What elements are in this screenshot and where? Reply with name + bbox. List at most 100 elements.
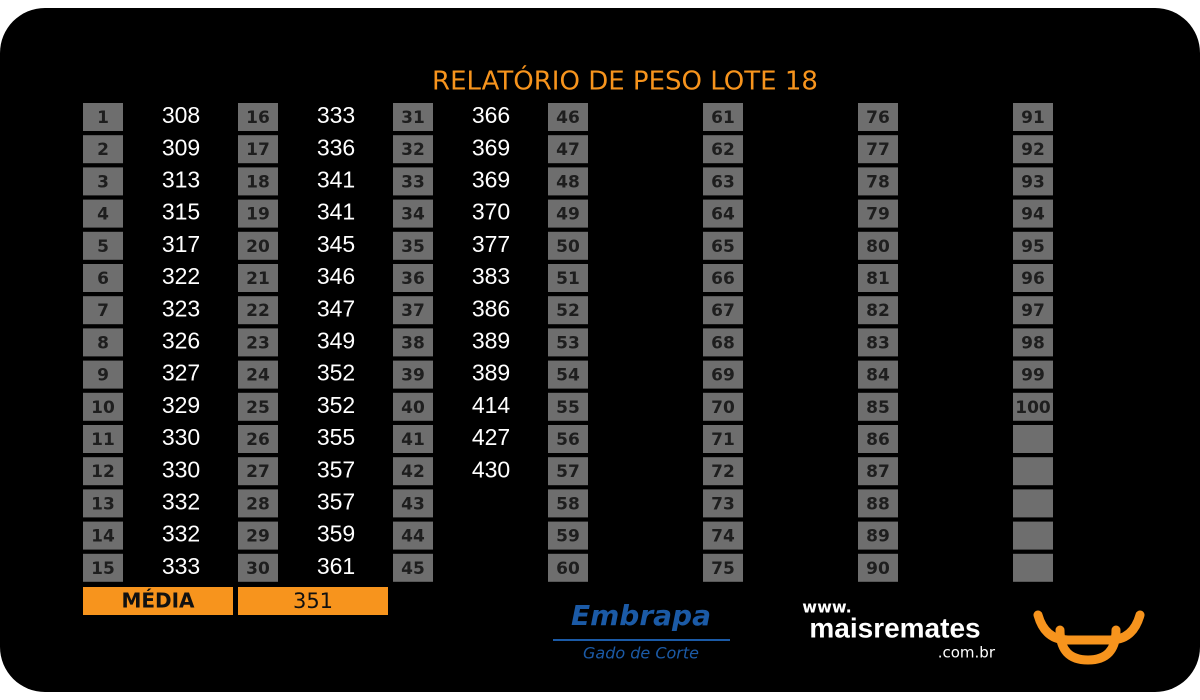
id-box <box>703 296 743 325</box>
weight: 359 <box>317 521 355 547</box>
weight: 357 <box>317 488 355 514</box>
id-box <box>548 425 588 453</box>
animal-id: 34 <box>401 205 425 225</box>
weight: 332 <box>162 521 200 547</box>
weight: 333 <box>317 102 355 128</box>
id-box <box>1013 360 1053 389</box>
id-box <box>83 489 123 518</box>
id-box <box>1013 199 1053 228</box>
weight: 357 <box>317 456 355 482</box>
weight: 345 <box>317 231 355 257</box>
id-box <box>858 425 898 453</box>
id-box <box>238 135 278 164</box>
weight: 369 <box>472 166 510 192</box>
id-box <box>393 553 433 582</box>
animal-id: 73 <box>711 494 735 514</box>
animal-id: 64 <box>711 205 735 225</box>
id-box <box>703 199 743 228</box>
animal-id: 53 <box>556 333 580 353</box>
animal-id: 90 <box>866 559 890 579</box>
id-box <box>703 457 743 486</box>
animal-id: 84 <box>866 366 890 386</box>
id-box <box>858 457 898 486</box>
id-box <box>858 392 898 421</box>
animal-id: 4 <box>97 205 109 225</box>
id-box <box>548 199 588 228</box>
id-box <box>858 521 898 550</box>
weight: 326 <box>162 327 200 353</box>
weight: 389 <box>472 327 510 353</box>
animal-id: 19 <box>246 205 270 225</box>
animal-id: 2 <box>97 140 109 160</box>
animal-id: 36 <box>401 269 425 289</box>
weight: 383 <box>472 263 510 289</box>
id-box <box>83 167 123 196</box>
animal-id: 100 <box>1015 398 1051 418</box>
id-box <box>703 231 743 260</box>
site-name: maisremates <box>809 612 980 643</box>
weight: 352 <box>317 392 355 418</box>
id-box <box>858 360 898 389</box>
id-box <box>858 135 898 164</box>
id-box <box>703 328 743 357</box>
animal-id: 17 <box>246 140 270 160</box>
id-box <box>548 167 588 196</box>
animal-id: 82 <box>866 301 890 321</box>
id-box <box>858 296 898 325</box>
average-value-box <box>238 587 388 615</box>
embrapa-logo: Embrapa <box>571 599 711 632</box>
animal-id: 28 <box>246 494 270 514</box>
animal-id: 57 <box>556 462 580 482</box>
weight: 323 <box>162 295 200 321</box>
id-box <box>83 264 123 292</box>
id-box <box>83 135 123 164</box>
weight: 386 <box>472 295 510 321</box>
id-box <box>238 425 278 453</box>
animal-id: 51 <box>556 269 580 289</box>
id-box <box>1013 489 1053 518</box>
animal-id: 80 <box>866 237 890 257</box>
id-box <box>238 392 278 421</box>
animal-id: 85 <box>866 398 890 418</box>
animal-id: 56 <box>556 430 580 450</box>
id-box <box>1013 392 1053 421</box>
id-box <box>548 328 588 357</box>
weight: 361 <box>317 553 355 579</box>
animal-id: 62 <box>711 140 735 160</box>
animal-id: 89 <box>866 527 890 547</box>
animal-id: 35 <box>401 237 425 257</box>
animal-id: 98 <box>1021 333 1045 353</box>
id-box <box>548 553 588 582</box>
animal-id: 74 <box>711 527 735 547</box>
id-box <box>703 521 743 550</box>
id-box <box>703 553 743 582</box>
id-box <box>83 392 123 421</box>
weight: 349 <box>317 327 355 353</box>
animal-id: 75 <box>711 559 735 579</box>
weight: 346 <box>317 263 355 289</box>
weight: 309 <box>162 134 200 160</box>
animal-id: 55 <box>556 398 580 418</box>
id-box <box>83 328 123 357</box>
id-box <box>238 489 278 518</box>
id-box <box>238 199 278 228</box>
animal-id: 70 <box>711 398 735 418</box>
animal-id: 37 <box>401 301 425 321</box>
animal-id: 41 <box>401 430 425 450</box>
animal-id: 3 <box>97 172 109 192</box>
animal-id: 88 <box>866 494 890 514</box>
weight: 347 <box>317 295 355 321</box>
id-box <box>238 296 278 325</box>
weight: 355 <box>317 424 355 450</box>
id-box <box>858 167 898 196</box>
id-box <box>238 457 278 486</box>
weight: 370 <box>472 199 510 225</box>
id-box <box>703 425 743 453</box>
animal-id: 26 <box>246 430 270 450</box>
id-box <box>703 167 743 196</box>
weight: 341 <box>317 199 355 225</box>
animal-id: 72 <box>711 462 735 482</box>
animal-id: 65 <box>711 237 735 257</box>
id-box <box>858 489 898 518</box>
